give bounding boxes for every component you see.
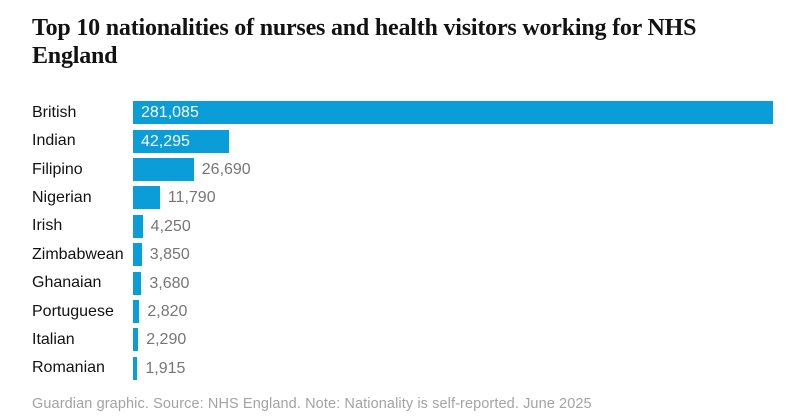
value-label: 1,915	[145, 359, 186, 377]
bar-segment	[133, 300, 140, 324]
bar-segment	[133, 271, 142, 295]
category-label: Zimbabwean	[32, 245, 124, 263]
value-label: 3,680	[149, 274, 190, 292]
chart-row-zimbabwean: Zimbabwean 3,850	[32, 241, 773, 269]
bar-segment	[133, 328, 139, 352]
bar-segment	[133, 356, 138, 380]
chart-row-nigerian: Nigerian 11,790	[32, 184, 773, 212]
value-label: 42,295	[141, 132, 190, 150]
value-label: 2,290	[146, 331, 187, 349]
category-label: Nigerian	[32, 188, 92, 206]
bar-chart: British 281,085 Indian 42,295 Filipino 26,690…	[32, 99, 773, 383]
value-label: 4,250	[150, 217, 191, 235]
bar-track: 11,790	[133, 186, 773, 210]
bar-segment	[133, 243, 142, 267]
value-label: 2,820	[147, 303, 188, 321]
chart-row-irish: Irish 4,250	[32, 212, 773, 240]
chart-row-italian: Italian 2,290	[32, 326, 773, 354]
value-label: 3,850	[149, 246, 190, 264]
bar-track: 2,290	[133, 328, 773, 352]
bar-track: 281,085	[133, 101, 773, 125]
bar-segment	[133, 186, 160, 210]
bar-segment	[133, 129, 230, 153]
bar-track: 42,295	[133, 129, 773, 153]
category-label: Ghanaian	[32, 274, 102, 292]
category-label: Romanian	[32, 359, 105, 377]
chart-row-ghanaian: Ghanaian 3,680	[32, 269, 773, 297]
category-label: Italian	[32, 330, 75, 348]
bar-track: 4,250	[133, 214, 773, 238]
bar-track: 3,850	[133, 243, 773, 267]
bar-segment	[133, 158, 194, 182]
category-label: Portuguese	[32, 302, 114, 320]
category-label: Indian	[32, 132, 76, 150]
category-label: Filipino	[32, 160, 83, 178]
bar-track: 1,915	[133, 356, 773, 380]
source-note: Guardian graphic. Source: NHS England. N…	[32, 396, 592, 412]
chart-row-romanian: Romanian 1,915	[32, 354, 773, 382]
category-label: Irish	[32, 217, 63, 235]
chart-row-british: British 281,085	[32, 99, 773, 127]
bar-track: 26,690	[133, 158, 773, 182]
chart-title: Top 10 nationalities of nurses and healt…	[32, 14, 773, 71]
value-label: 26,690	[201, 161, 251, 179]
value-label: 281,085	[141, 104, 199, 122]
value-label: 11,790	[167, 189, 216, 207]
bar-segment	[133, 214, 143, 238]
chart-title-line-2: England	[32, 43, 118, 70]
bar-track: 3,680	[133, 271, 773, 295]
chart-row-indian: Indian 42,295	[32, 127, 773, 155]
chart-row-portuguese: Portuguese 2,820	[32, 297, 773, 325]
bar-segment	[133, 101, 773, 125]
chart-title-line-1: Top 10 nationalities of nurses and healt…	[32, 15, 697, 41]
bar-track: 2,820	[133, 300, 773, 324]
chart-row-filipino: Filipino 26,690	[32, 155, 773, 183]
category-label: British	[32, 103, 77, 121]
